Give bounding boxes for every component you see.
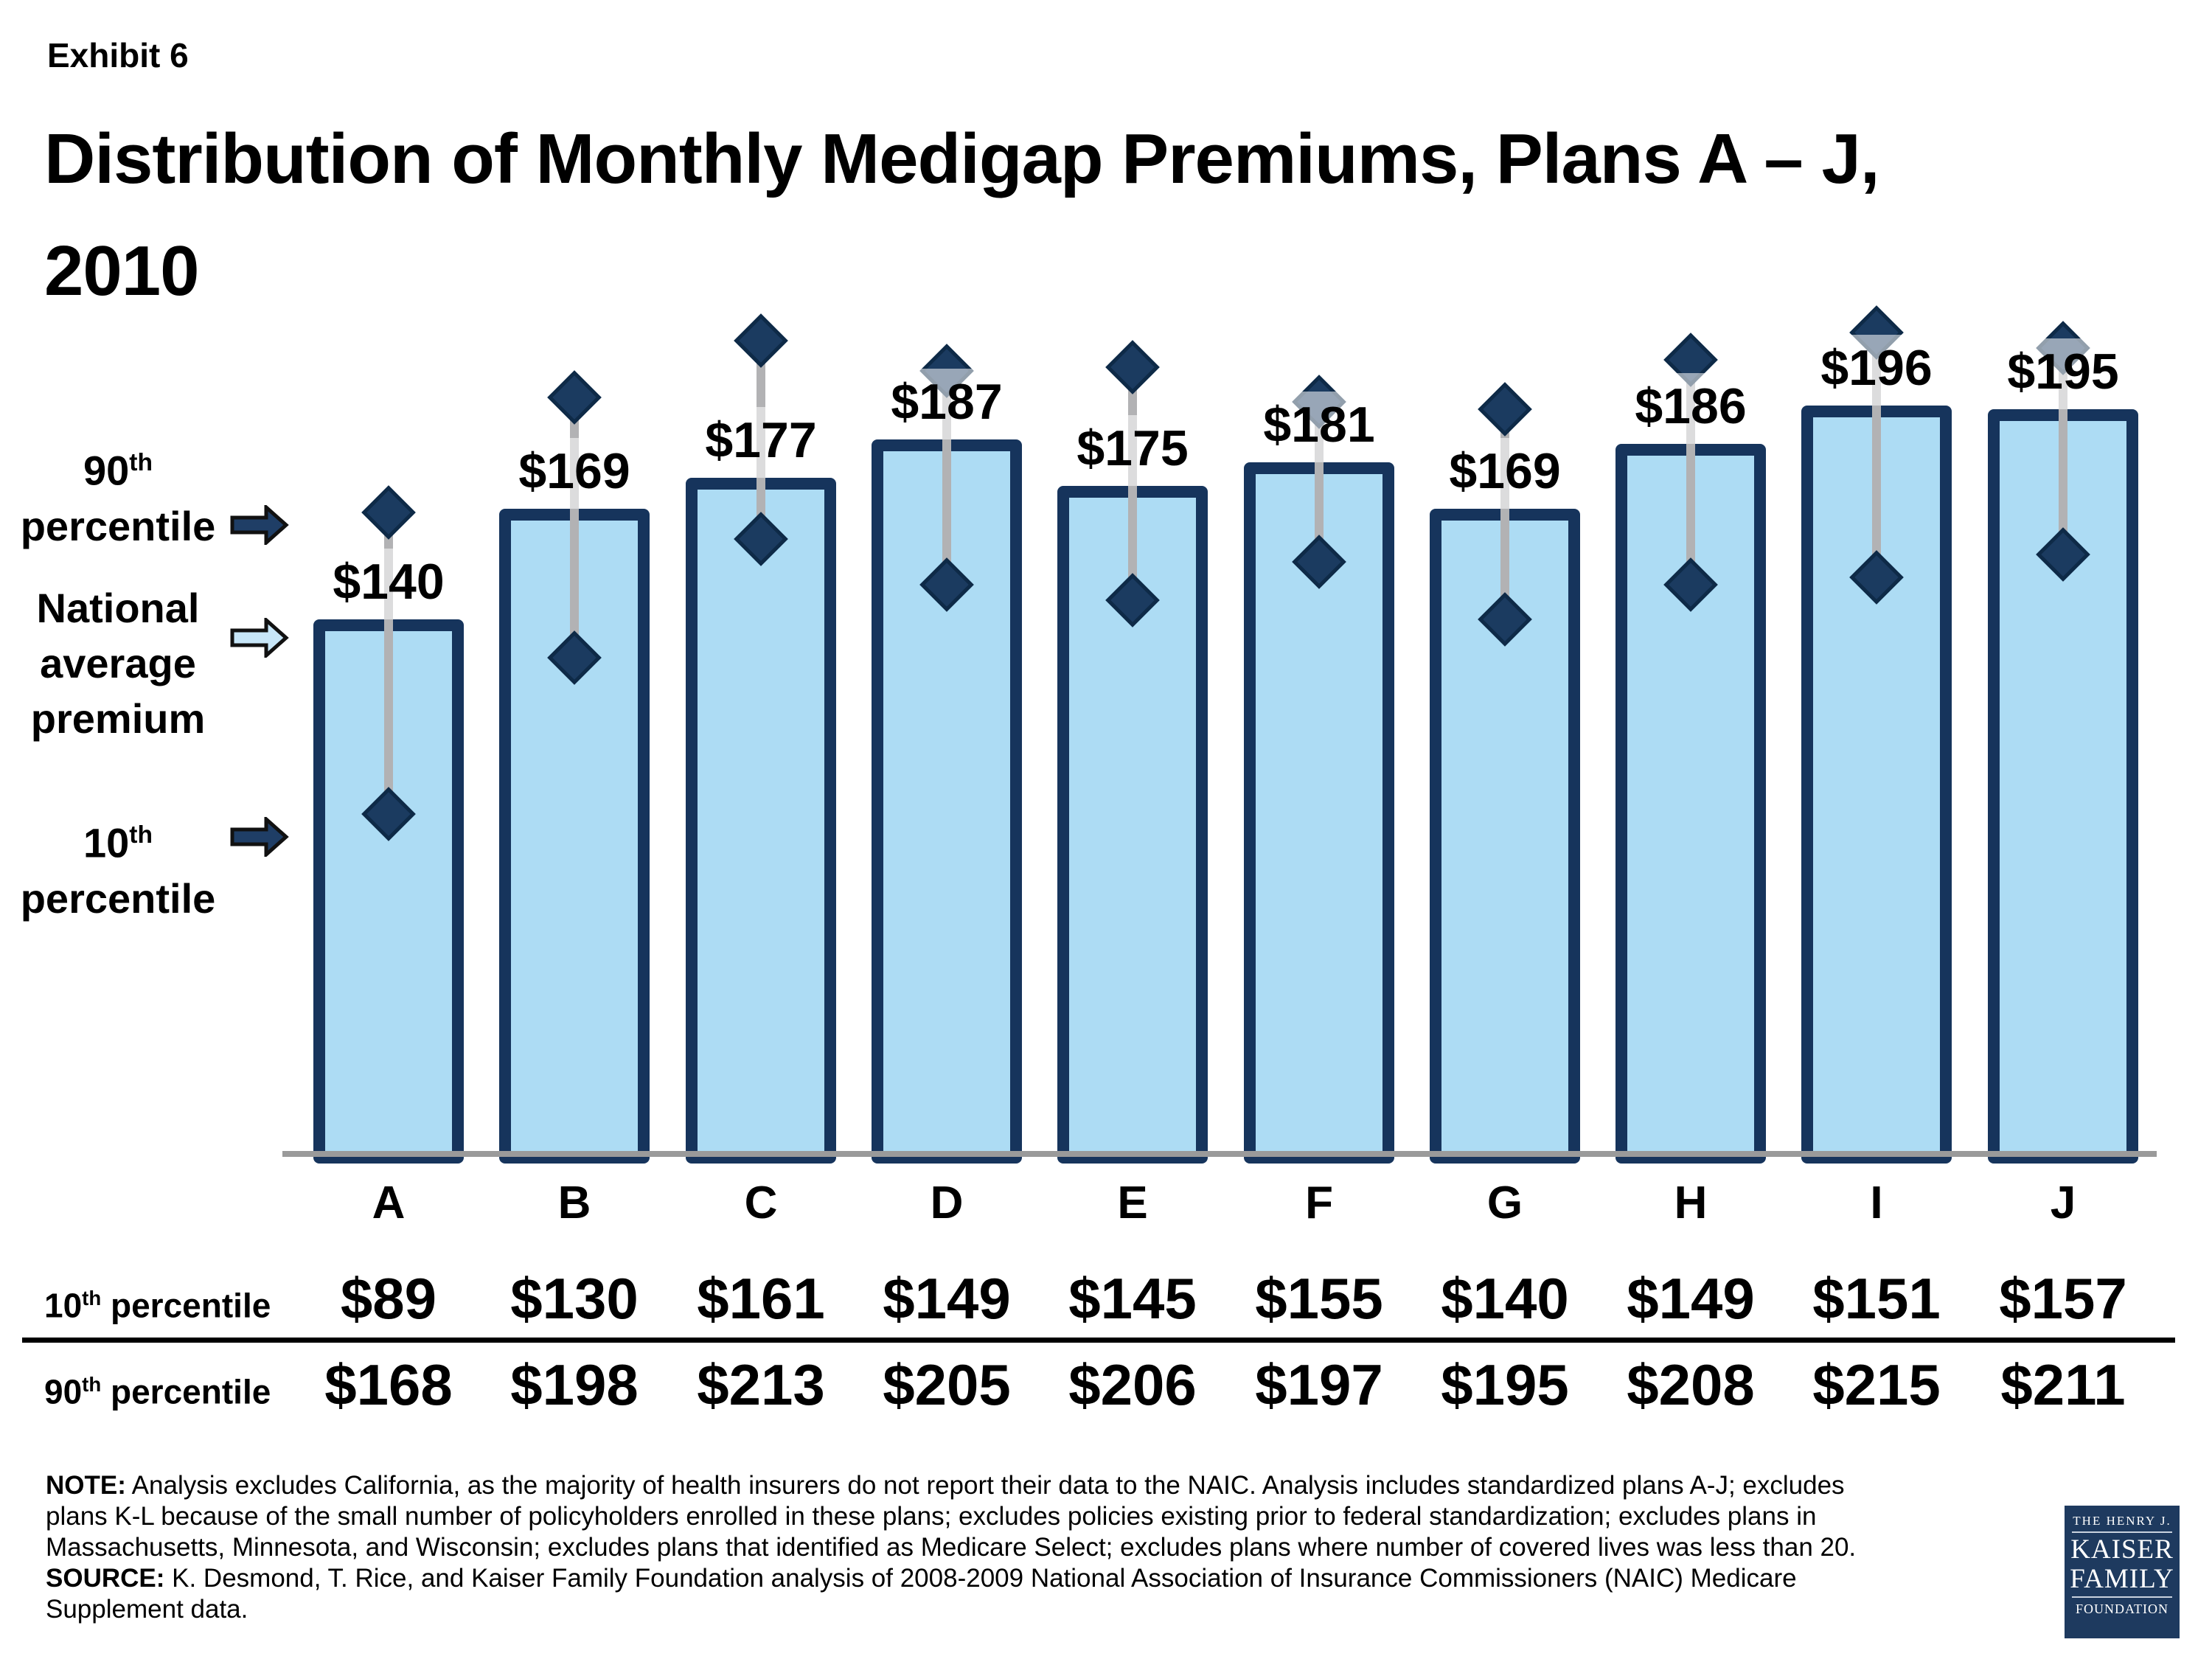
footnote-line-1: NOTE: Analysis excludes California, as t… [46, 1471, 1845, 1500]
legend-national-average: National average premium [0, 580, 236, 746]
cell-10th-plan-J: $157 [1999, 1266, 2127, 1331]
title-line-1: Distribution of Monthly Medigap Premiums… [44, 119, 1879, 198]
p90-marker-plan-E [1105, 340, 1160, 394]
avg-value-label-plan-G: $169 [1427, 438, 1582, 509]
bar-plan-F [1244, 462, 1394, 1164]
bar-plan-D [872, 439, 1022, 1164]
bar-plan-E [1057, 486, 1208, 1164]
legend-10th-percentile: 10th percentile [0, 807, 236, 926]
legend-avg-line2: average [40, 640, 196, 686]
avg-value-label-plan-F: $181 [1242, 392, 1397, 462]
category-label-B: B [557, 1178, 591, 1228]
arrow-10th-percentile-icon [230, 817, 289, 857]
legend-10th-line2: percentile [20, 874, 216, 922]
footnote-line-5: Supplement data. [46, 1595, 248, 1624]
avg-value-label-plan-I: $196 [1799, 335, 1954, 406]
cell-10th-plan-F: $155 [1255, 1266, 1383, 1331]
range-line-plan-B [570, 397, 579, 658]
cell-10th-plan-G: $140 [1441, 1266, 1569, 1331]
avg-value-label-plan-D: $187 [869, 369, 1024, 439]
kff-logo: THE HENRY J. KAISER FAMILY FOUNDATION [2065, 1506, 2180, 1638]
cell-90th-plan-D: $205 [883, 1352, 1011, 1417]
cell-10th-plan-H: $149 [1627, 1266, 1755, 1331]
avg-value-label-plan-C: $177 [684, 407, 838, 478]
title-line-2: 2010 [44, 232, 200, 310]
table-divider-line [22, 1338, 2175, 1343]
bar-plan-C [686, 478, 836, 1164]
page-title: Distribution of Monthly Medigap Premiums… [44, 103, 1879, 327]
category-label-A: A [372, 1178, 406, 1228]
category-label-C: C [744, 1178, 778, 1228]
legend-avg-line3: premium [30, 695, 206, 742]
kff-logo-top-text: THE HENRY J. [2073, 1514, 2171, 1528]
kff-logo-rule-top [2072, 1531, 2172, 1533]
arrow-national-average-icon [230, 618, 289, 658]
legend-10th-line1: 10th [83, 819, 153, 866]
p90-marker-plan-G [1478, 382, 1532, 437]
cell-10th-plan-E: $145 [1068, 1266, 1197, 1331]
legend-90th-percentile: 90th percentile [0, 435, 236, 554]
category-label-D: D [930, 1178, 964, 1228]
p90-marker-plan-A [361, 485, 416, 540]
cell-90th-plan-C: $213 [697, 1352, 825, 1417]
kff-logo-rule-bottom [2072, 1596, 2172, 1598]
cell-90th-plan-A: $168 [324, 1352, 453, 1417]
cell-90th-plan-H: $208 [1627, 1352, 1755, 1417]
category-label-H: H [1674, 1178, 1708, 1228]
kff-logo-kaiser: KAISER [2070, 1534, 2174, 1565]
cell-10th-plan-B: $130 [510, 1266, 639, 1331]
avg-value-label-plan-A: $140 [311, 549, 466, 619]
bar-plan-J [1988, 409, 2138, 1164]
cell-10th-plan-I: $151 [1812, 1266, 1941, 1331]
cell-90th-plan-G: $195 [1441, 1352, 1569, 1417]
p90-marker-plan-B [547, 370, 602, 425]
avg-value-label-plan-E: $175 [1055, 415, 1210, 486]
legend-90th-line1: 90th [83, 447, 153, 494]
bar-plan-G [1430, 509, 1580, 1164]
arrow-90th-percentile-icon [230, 505, 289, 545]
legend-avg-line1: National [36, 585, 200, 631]
cell-90th-plan-B: $198 [510, 1352, 639, 1417]
avg-value-label-plan-J: $195 [1986, 338, 2140, 409]
cell-10th-plan-A: $89 [340, 1266, 437, 1331]
kff-logo-family: FAMILY [2070, 1564, 2174, 1594]
cell-10th-plan-C: $161 [697, 1266, 825, 1331]
avg-value-label-plan-B: $169 [497, 438, 652, 509]
cell-10th-plan-D: $149 [883, 1266, 1011, 1331]
cell-90th-plan-E: $206 [1068, 1352, 1197, 1417]
category-label-F: F [1305, 1178, 1333, 1228]
table-row-label-90th: 90th percentile [44, 1372, 271, 1411]
category-label-G: G [1486, 1178, 1523, 1228]
avg-value-label-plan-H: $186 [1613, 373, 1768, 444]
kff-logo-foundation: FOUNDATION [2076, 1601, 2168, 1616]
category-label-E: E [1117, 1178, 1148, 1228]
bar-plan-I [1801, 406, 1952, 1164]
category-label-I: I [1870, 1178, 1883, 1228]
exhibit-label: Exhibit 6 [47, 36, 189, 74]
cell-90th-plan-F: $197 [1255, 1352, 1383, 1417]
footnote: NOTE: Analysis excludes California, as t… [46, 1470, 1856, 1625]
x-axis-line [282, 1151, 2157, 1157]
legend-90th-line2: percentile [20, 502, 216, 549]
table-row-label-10th: 10th percentile [44, 1286, 271, 1325]
footnote-line-4: SOURCE: K. Desmond, T. Rice, and Kaiser … [46, 1564, 1797, 1593]
footnote-line-3: Massachusetts, Minnesota, and Wisconsin;… [46, 1533, 1857, 1562]
cell-90th-plan-I: $215 [1812, 1352, 1941, 1417]
category-label-J: J [2050, 1178, 2076, 1228]
footnote-line-2: plans K-L because of the small number of… [46, 1502, 1817, 1531]
cell-90th-plan-J: $211 [2000, 1352, 2126, 1417]
